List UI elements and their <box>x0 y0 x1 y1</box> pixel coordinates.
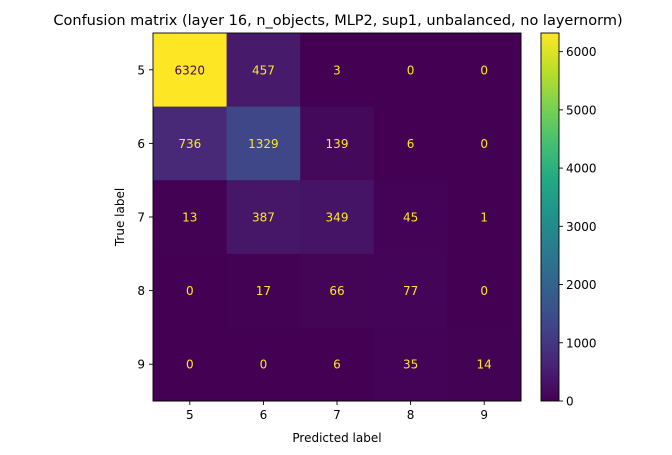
x-axis-label: Predicted label <box>292 431 381 445</box>
colorbar-tick-label: 6000 <box>566 45 597 59</box>
cell-value-label: 13 <box>182 211 197 225</box>
x-axis-ticks: 5 6 7 8 9 <box>186 401 488 422</box>
cell-value-label: 6 <box>407 137 415 151</box>
heatmap-cell <box>153 253 228 328</box>
cell-value-label: 139 <box>326 137 349 151</box>
y-tick-label: 6 <box>137 137 145 151</box>
heatmap-cell <box>447 180 522 255</box>
heatmap-cell <box>153 180 228 255</box>
cell-value-label: 6320 <box>175 63 206 77</box>
heatmap-cell <box>226 106 301 181</box>
cell-value-label: 3 <box>333 63 341 77</box>
x-tick-label: 7 <box>333 408 341 422</box>
cell-value-label: 77 <box>403 284 418 298</box>
x-tick-label: 9 <box>480 408 488 422</box>
heatmap-cell <box>373 33 448 108</box>
colorbar-tick-label: 2000 <box>566 278 597 292</box>
heatmap-cell <box>300 180 375 255</box>
cell-value-label: 736 <box>178 137 201 151</box>
y-axis-label: True label <box>113 188 127 247</box>
y-tick-label: 7 <box>137 211 145 225</box>
heatmap-cell <box>226 327 301 402</box>
cell-value-label: 66 <box>329 284 344 298</box>
y-tick-label: 5 <box>137 63 145 77</box>
colorbar-tick-label: 1000 <box>566 336 597 350</box>
colorbar <box>540 32 560 402</box>
heatmap-cell-labels: 6320 457 3 0 0 736 1329 139 6 0 13 387 349 45 1 0 17 66 77… <box>175 63 492 371</box>
cell-value-label: 14 <box>477 358 492 372</box>
colorbar-ticks: 0 1000 2000 3000 4000 5000 6000 <box>559 45 597 409</box>
colorbar-tick-label: 0 <box>566 395 574 409</box>
heatmap-cell <box>300 327 375 402</box>
cell-value-label: 0 <box>480 137 488 151</box>
heatmap-cell <box>447 327 522 402</box>
x-tick-label: 8 <box>407 408 415 422</box>
colorbar-tick-label: 5000 <box>566 103 597 117</box>
cell-value-label: 45 <box>403 211 418 225</box>
cell-value-label: 349 <box>326 211 349 225</box>
cell-value-label: 17 <box>256 284 271 298</box>
cell-value-label: 1329 <box>248 137 279 151</box>
heatmap-cell <box>373 253 448 328</box>
cell-value-label: 0 <box>480 284 488 298</box>
heatmap-cell <box>447 253 522 328</box>
heatmap-cells <box>153 33 522 402</box>
colorbar-tick-label: 3000 <box>566 220 597 234</box>
cell-value-label: 387 <box>252 211 275 225</box>
heatmap-cell <box>373 327 448 402</box>
cell-value-label: 0 <box>186 358 194 372</box>
heatmap-cell <box>300 106 375 181</box>
heatmap-cell <box>226 33 301 108</box>
cell-value-label: 0 <box>260 358 268 372</box>
heatmap-cell <box>373 180 448 255</box>
cell-value-label: 457 <box>252 63 275 77</box>
y-tick-label: 9 <box>137 358 145 372</box>
heatmap-cell <box>153 106 228 181</box>
cell-value-label: 35 <box>403 358 418 372</box>
y-axis-ticks: 5 6 7 8 9 <box>137 63 153 372</box>
cell-value-label: 0 <box>480 63 488 77</box>
heatmap-cell <box>153 327 228 402</box>
cell-value-label: 0 <box>186 284 194 298</box>
heatmap-cell <box>300 33 375 108</box>
chart-title: Confusion matrix (layer 16, n_objects, M… <box>53 13 622 29</box>
cell-value-label: 6 <box>333 358 341 372</box>
heatmap-cell <box>447 33 522 108</box>
x-tick-label: 5 <box>186 408 194 422</box>
heatmap-cell <box>300 253 375 328</box>
heatmap-cell <box>226 253 301 328</box>
colorbar-tick-label: 4000 <box>566 162 597 176</box>
cell-value-label: 1 <box>480 211 488 225</box>
cell-value-label: 0 <box>407 63 415 77</box>
y-tick-label: 8 <box>137 284 145 298</box>
heatmap-cell <box>153 33 228 108</box>
heatmap-cell <box>226 180 301 255</box>
x-tick-label: 6 <box>260 408 268 422</box>
heatmap-cell <box>373 106 448 181</box>
heatmap-cell <box>447 106 522 181</box>
